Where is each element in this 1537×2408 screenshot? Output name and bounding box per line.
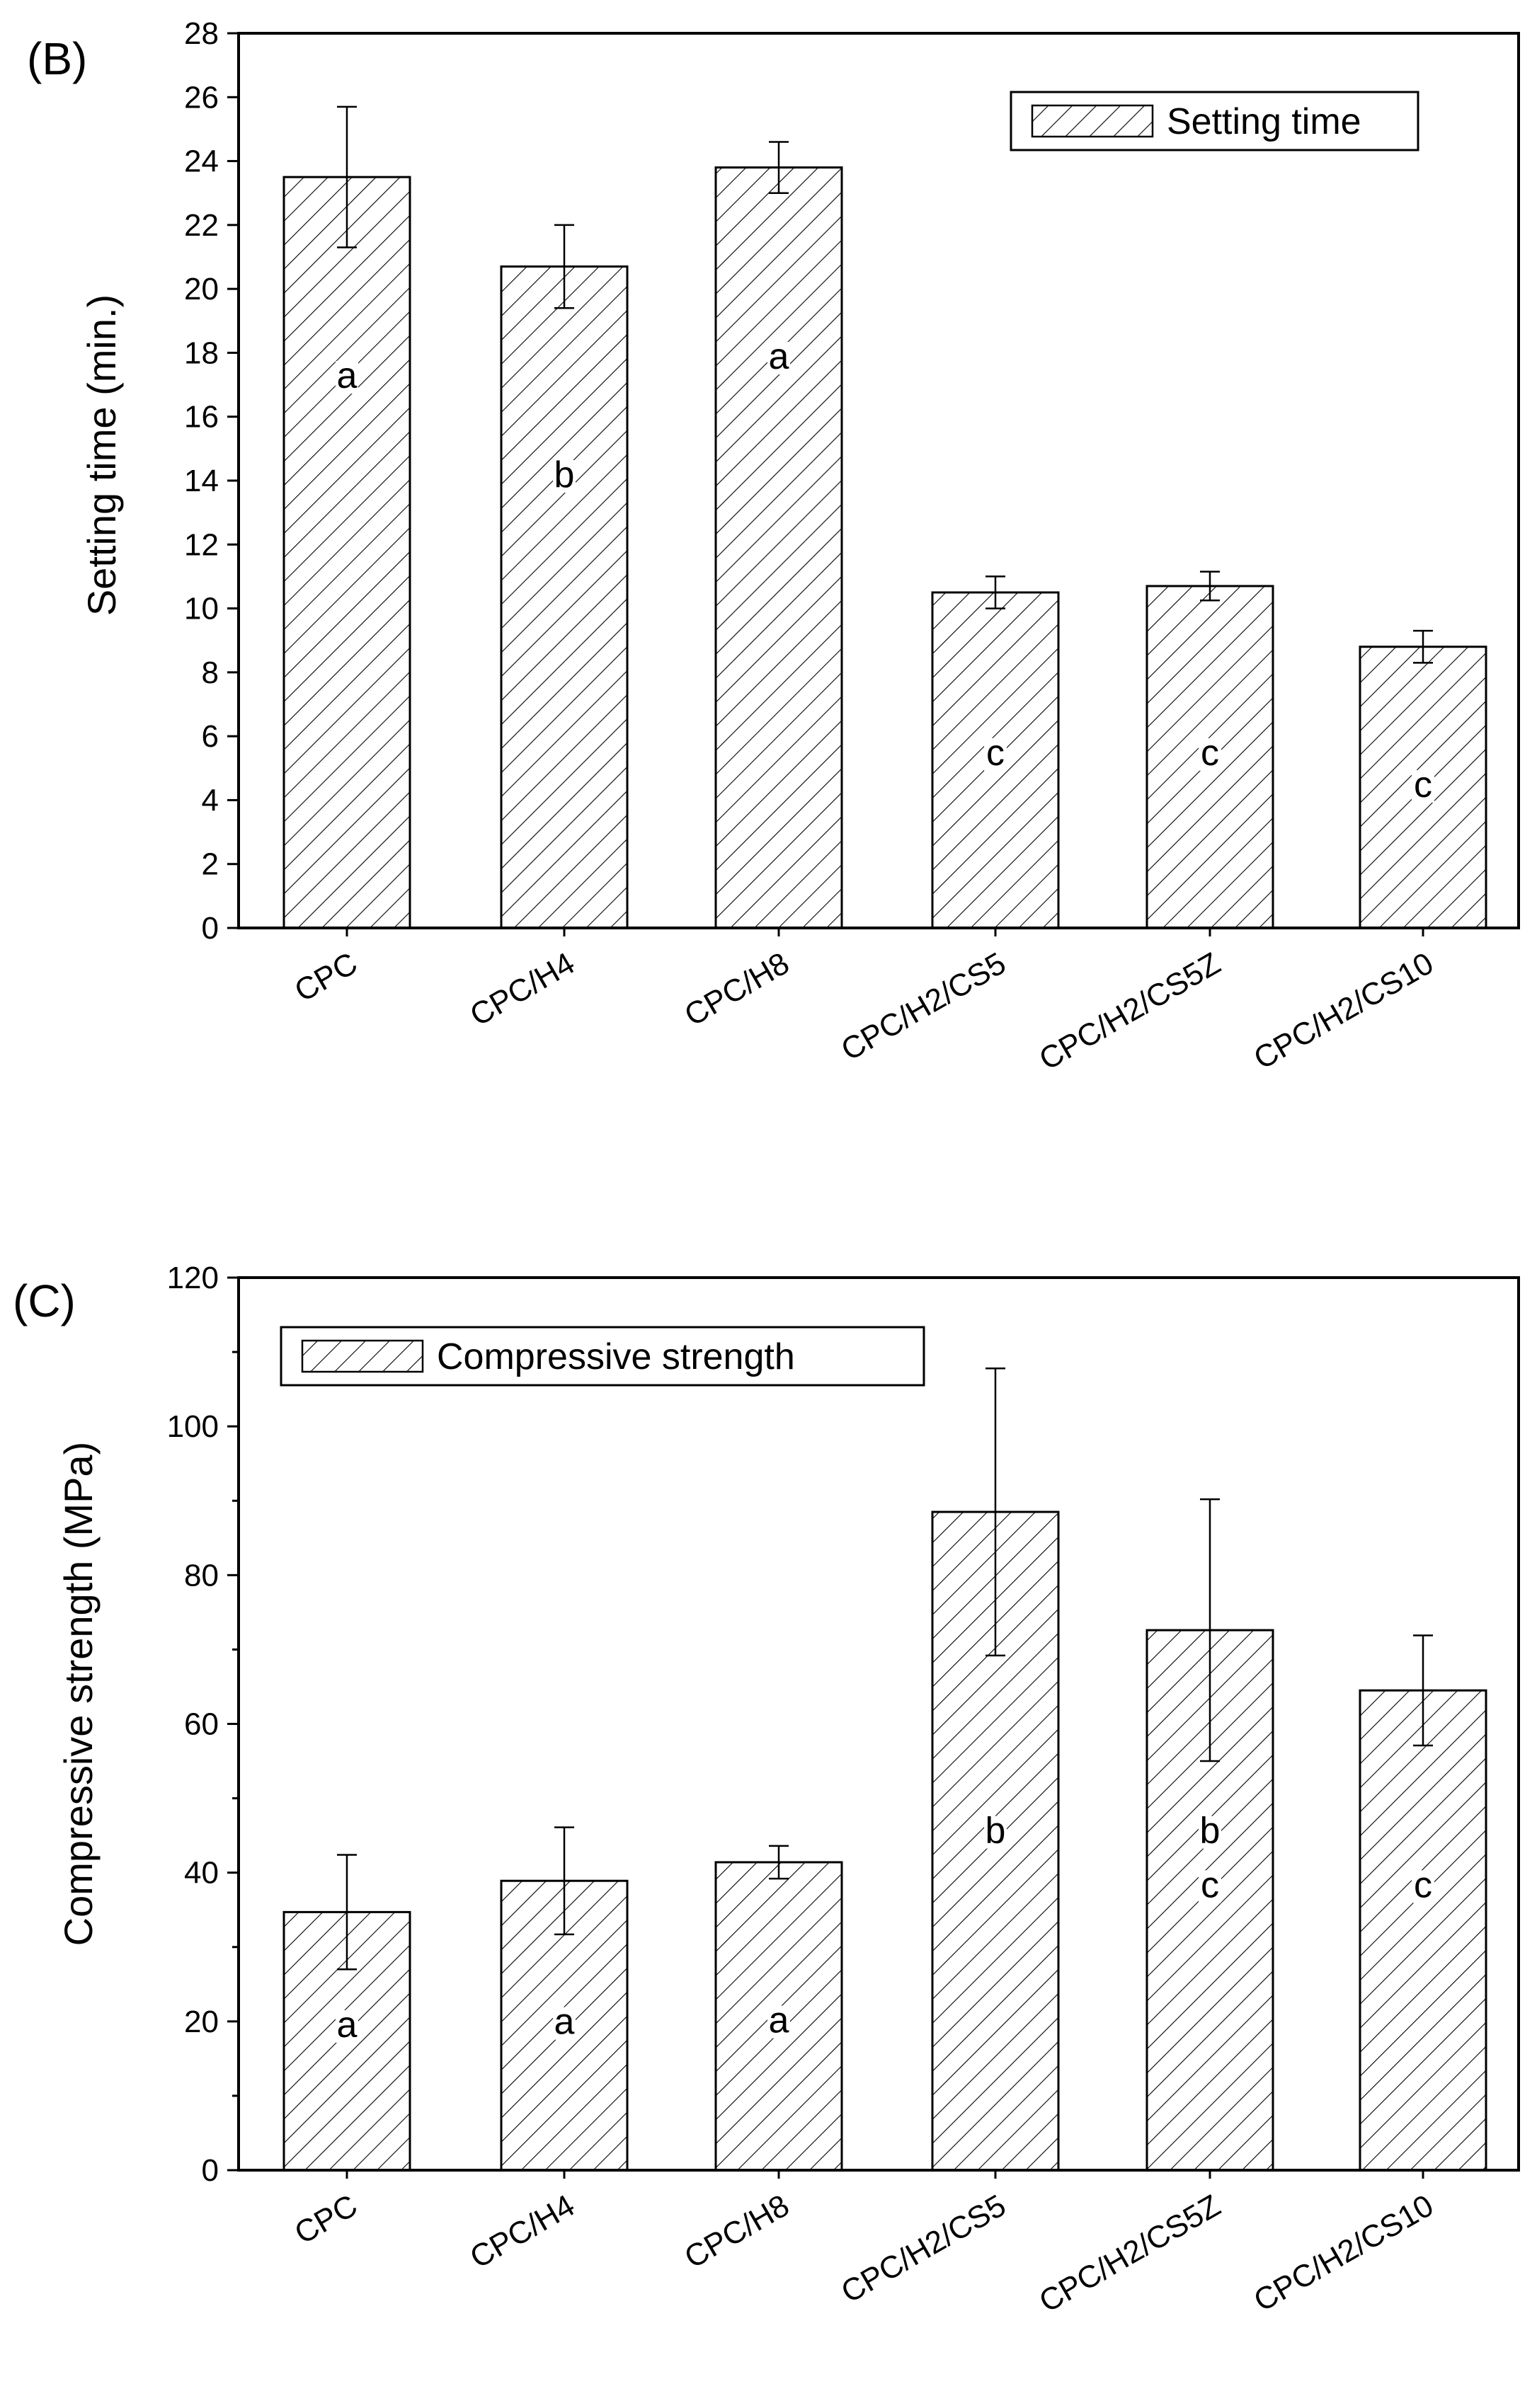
panel-b-bar-3 xyxy=(714,166,843,929)
panel-c-sig-bg-5-2 xyxy=(1199,1870,1221,1903)
panel-b-bar-1 xyxy=(282,176,411,929)
panel-b-y-tick-label-1: 2 xyxy=(202,847,219,882)
panel-c-sig-bg-5-1 xyxy=(1199,1816,1221,1849)
panel-b-sig-bg-3-1 xyxy=(767,342,790,374)
panel-b-bar-2 xyxy=(500,265,629,929)
panel-b-y-tick-label-2: 4 xyxy=(202,783,219,818)
panel-c-legend-swatch xyxy=(301,1339,424,1373)
panel-b-y-tick-label-10: 20 xyxy=(184,272,219,306)
panel-c-sig-bg-4-1 xyxy=(984,1816,1007,1849)
panel-c-sig-label-3-1: a xyxy=(769,2000,789,2041)
panel-b-sig-bg-1-1 xyxy=(336,361,358,394)
panel-b-error-bar-2 xyxy=(554,224,574,309)
panel-b-x-tick-label-1: CPC xyxy=(289,946,363,1009)
panel-c-compressive-strength: (C) Compressive strength (MPa) a a ab bc c02… xyxy=(13,1261,1520,2320)
panel-b-sig-bg-4-1 xyxy=(984,738,1007,771)
panel-b-sig-label-1-1: a xyxy=(337,355,358,396)
panel-b-legend: Setting time xyxy=(1010,91,1419,151)
panel-c-legend-label: Compressive strength xyxy=(437,1336,795,1377)
panel-c-x-tick-label-1: CPC xyxy=(289,2188,363,2251)
panel-c-sig-label-1-1: a xyxy=(337,2005,358,2046)
panel-b-y-tick-label-7: 14 xyxy=(184,464,219,498)
panel-c-y-tick-label-2: 40 xyxy=(184,1856,219,1891)
panel-c-x-tick-label-2: CPC/H4 xyxy=(464,2188,581,2275)
panel-b-y-tick-label-13: 26 xyxy=(184,80,219,115)
panel-b-y-tick-label-4: 8 xyxy=(202,655,219,690)
panel-c-sig-label-5-2: c xyxy=(1201,1864,1219,1905)
panel-b-legend-swatch xyxy=(1031,104,1154,138)
panel-c-x-tick-label-3: CPC/H8 xyxy=(679,2188,795,2275)
panel-b-y-tick-label-9: 18 xyxy=(184,336,219,370)
panel-c-error-bar-4 xyxy=(985,1367,1005,1657)
panel-c-y-tick-label-4: 80 xyxy=(184,1558,219,1593)
panel-b-y-tick-label-12: 24 xyxy=(184,144,219,179)
panel-c-y-tick-label-1: 20 xyxy=(184,2005,219,2039)
panel-c-x-tick-label-6: CPC/H2/CS10 xyxy=(1248,2188,1439,2318)
panel-b-error-bar-1 xyxy=(337,105,357,248)
panel-c-error-bar-1 xyxy=(337,1854,357,1971)
panel-c-y-tick-label-5: 100 xyxy=(167,1409,219,1444)
panel-c-x-tick-label-4: CPC/H2/CS5 xyxy=(835,2188,1012,2310)
panel-c-legend: Compressive strength xyxy=(280,1326,925,1387)
panel-b-sig-label-3-1: a xyxy=(769,336,789,377)
panel-b-sig-bg-5-1 xyxy=(1199,738,1221,771)
panel-c-label: (C) xyxy=(13,1275,76,1326)
panel-b-x-tick-label-6: CPC/H2/CS10 xyxy=(1248,946,1439,1076)
panel-c-sig-label-2-1: a xyxy=(554,2002,575,2043)
panel-b-y-tick-label-0: 0 xyxy=(202,911,219,946)
panel-b-error-bar-3 xyxy=(769,141,789,194)
panel-b-sig-label-4-1: c xyxy=(986,733,1005,774)
panel-c-sig-label-6-1: c xyxy=(1414,1864,1432,1905)
panel-b-x-tick-label-4: CPC/H2/CS5 xyxy=(835,946,1012,1067)
panel-b-y-axis-title: Setting time (min.) xyxy=(79,294,124,616)
panel-c-error-bar-2 xyxy=(554,1826,574,1936)
panel-c-sig-bg-2-1 xyxy=(553,2007,576,2040)
panel-b-x-tick-label-5: CPC/H2/CS5Z xyxy=(1034,946,1226,1077)
panel-b-label: (B) xyxy=(27,33,87,84)
panel-c-sig-label-5-1: b xyxy=(1200,1811,1221,1852)
panel-c-sig-bg-3-1 xyxy=(767,2005,790,2039)
panel-b-y-tick-label-5: 10 xyxy=(184,592,219,626)
panel-b-sig-bg-2-1 xyxy=(553,460,576,493)
panel-c-axes-frame xyxy=(237,1276,1520,2172)
panel-b-legend-label: Setting time xyxy=(1167,101,1361,142)
panel-c-y-tick-label-0: 0 xyxy=(202,2153,219,2188)
panel-c-y-tick-label-3: 60 xyxy=(184,1707,219,1742)
panel-c-sig-bg-6-1 xyxy=(1412,1870,1434,1903)
panel-c-error-bar-6 xyxy=(1413,1634,1433,1747)
panel-c-error-bar-3 xyxy=(769,1845,789,1880)
panel-b-y-tick-label-6: 12 xyxy=(184,527,219,562)
panel-b-sig-label-2-1: b xyxy=(554,454,575,495)
panel-b-error-bar-4 xyxy=(985,575,1005,609)
panel-c-sig-label-4-1: b xyxy=(985,1811,1006,1852)
panel-b-x-tick-label-3: CPC/H8 xyxy=(679,946,795,1033)
panel-b-x-tick-label-2: CPC/H4 xyxy=(464,946,581,1033)
panel-c-bar-6 xyxy=(1359,1689,1487,2172)
panel-c-y-tick-label-6: 120 xyxy=(167,1261,219,1295)
panel-b-sig-bg-6-1 xyxy=(1412,769,1434,803)
panel-c-y-axis-title: Compressive strength (MPa) xyxy=(56,1442,101,1947)
panel-b-axes-frame xyxy=(237,32,1520,929)
panel-c-error-bar-5 xyxy=(1200,1498,1220,1762)
panel-b-error-bar-5 xyxy=(1200,571,1220,602)
panel-b-y-tick-label-8: 16 xyxy=(184,400,219,435)
panel-b-error-bar-6 xyxy=(1413,629,1433,664)
panel-b-y-tick-label-14: 28 xyxy=(184,16,219,51)
panel-b-y-tick-label-11: 22 xyxy=(184,208,219,243)
panel-c-x-tick-label-5: CPC/H2/CS5Z xyxy=(1034,2188,1226,2319)
panel-b-sig-label-6-1: c xyxy=(1414,764,1432,805)
panel-c-sig-bg-1-1 xyxy=(336,2009,358,2043)
panel-b-sig-label-5-1: c xyxy=(1201,733,1219,774)
panel-b-y-tick-label-3: 6 xyxy=(202,719,219,754)
